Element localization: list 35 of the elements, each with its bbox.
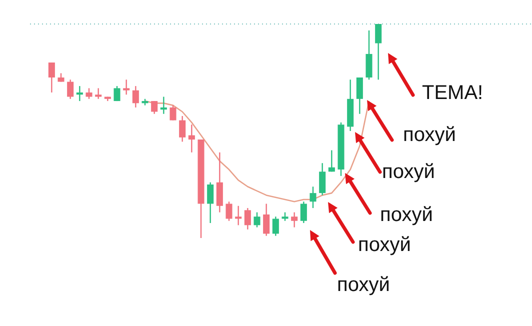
candlestick — [188, 124, 195, 153]
annotation: похуй — [382, 161, 435, 183]
candlestick — [254, 212, 260, 228]
text: ТЕМА! — [422, 82, 484, 104]
candlestick — [48, 62, 55, 94]
candlestick — [356, 76, 363, 114]
candlestick — [170, 104, 176, 121]
text: похуй — [337, 274, 390, 296]
candlestick — [114, 85, 120, 102]
candlestick — [366, 30, 372, 80]
candlestick — [216, 152, 223, 213]
candlestick — [300, 201, 307, 224]
candlestick — [95, 88, 102, 100]
candlestick — [291, 212, 298, 228]
candlestick — [226, 201, 232, 222]
candlestick — [76, 85, 83, 102]
candlestick — [310, 186, 316, 209]
candlestick — [86, 88, 92, 100]
candlestick — [123, 79, 130, 96]
candlestick — [235, 205, 242, 226]
candlestick — [263, 203, 270, 236]
annotation: похуй — [380, 204, 433, 226]
candlestick — [375, 23, 382, 80]
candlestick — [319, 162, 326, 196]
annotation: похуй — [358, 234, 411, 256]
candlestick — [67, 79, 74, 100]
candlestick — [207, 182, 214, 224]
candlestick — [272, 216, 279, 236]
candlestick — [151, 100, 158, 114]
candlestick — [328, 150, 335, 172]
candlestick — [132, 85, 139, 108]
text: похуй — [403, 124, 456, 146]
candlestick — [244, 207, 251, 230]
candlestick — [160, 96, 167, 114]
candlestick — [179, 115, 186, 142]
